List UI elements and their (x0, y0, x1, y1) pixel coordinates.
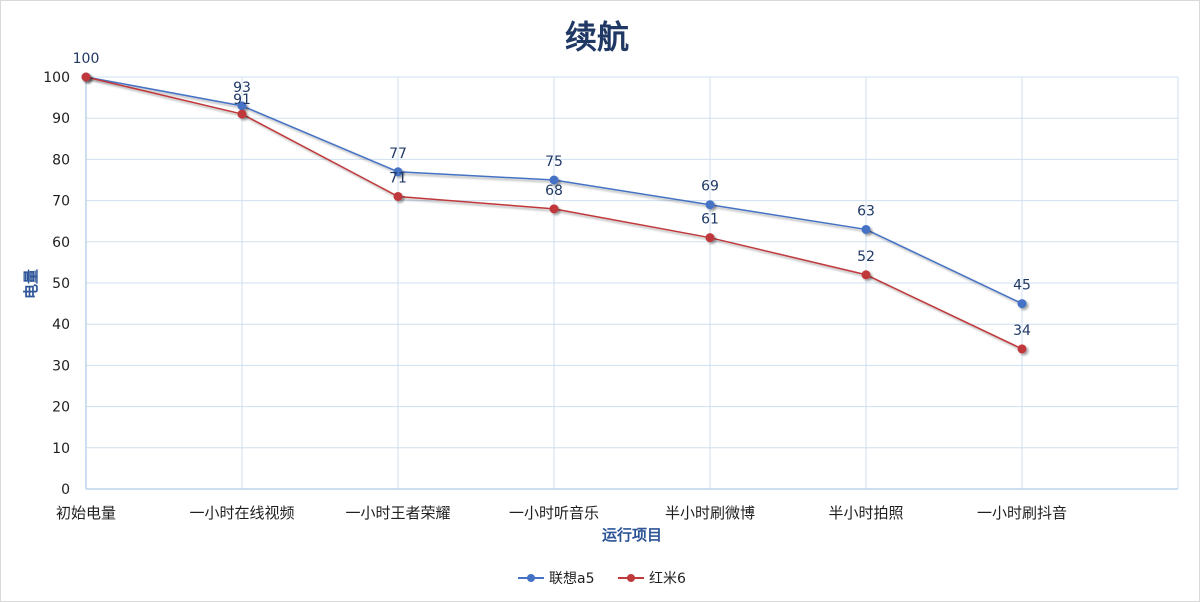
legend: 联想a5 红米6 (518, 571, 686, 587)
data-label: 71 (389, 170, 407, 186)
y-tick-label: 20 (52, 400, 70, 416)
data-label: 77 (389, 146, 407, 162)
data-point (81, 72, 91, 82)
data-label: 45 (1013, 278, 1031, 294)
y-tick-label: 90 (52, 111, 70, 127)
data-label: 75 (545, 154, 563, 170)
data-label: 91 (233, 92, 251, 108)
gridlines (85, 76, 1179, 490)
data-point (1017, 299, 1027, 309)
legend-marker (627, 574, 635, 582)
data-point (237, 109, 247, 119)
series-group (81, 72, 1027, 354)
data-label: 63 (857, 203, 875, 219)
y-tick-label: 80 (52, 152, 70, 168)
x-tick-label: 一小时在线视频 (189, 504, 294, 522)
data-label: 61 (701, 212, 719, 228)
data-label: 68 (545, 183, 563, 199)
data-label: 52 (857, 249, 875, 265)
data-point (861, 270, 871, 280)
x-tick-label: 半小时拍照 (828, 504, 903, 522)
x-tick-label: 一小时王者荣耀 (345, 504, 450, 522)
data-point (393, 167, 403, 177)
x-axis-label: 运行项目 (602, 526, 662, 544)
x-tick-label: 一小时听音乐 (509, 504, 599, 522)
data-label: 69 (701, 179, 719, 195)
x-tick-label: 半小时刷微博 (665, 504, 755, 522)
data-point (705, 200, 715, 210)
data-point (705, 233, 715, 243)
y-tick-label: 30 (52, 358, 70, 374)
y-tick-label: 0 (61, 482, 70, 498)
data-point (393, 191, 403, 201)
x-tick-label: 一小时刷抖音 (977, 504, 1067, 522)
x-axis-categories: 初始电量 一小时在线视频 一小时王者荣耀 一小时听音乐 半小时刷微博 半小时拍照 一小时刷抖… (56, 504, 1067, 522)
legend-marker (527, 574, 535, 582)
data-label: 93 (233, 80, 251, 96)
data-labels: 100 93 77 75 69 63 45 91 71 68 61 52 34 (73, 51, 1031, 339)
y-tick-label: 10 (52, 441, 70, 457)
legend-label: 联想a5 (549, 571, 595, 587)
data-point (549, 204, 559, 214)
data-point (549, 175, 559, 185)
y-tick-label: 70 (52, 194, 70, 210)
legend-label: 红米6 (649, 571, 686, 587)
y-tick-label: 50 (52, 276, 70, 292)
data-point (1017, 344, 1027, 354)
data-point (861, 224, 871, 234)
x-tick-label: 初始电量 (56, 504, 116, 522)
y-tick-label: 100 (43, 70, 70, 86)
y-tick-label: 40 (52, 317, 70, 333)
data-label: 34 (1013, 323, 1031, 339)
y-axis-ticks: 0 10 20 30 40 50 60 70 80 90 100 (43, 70, 70, 498)
y-axis-label: 电量 (22, 269, 40, 299)
y-tick-label: 60 (52, 235, 70, 251)
chart-title: 续航 (565, 18, 629, 56)
data-label: 100 (73, 51, 100, 67)
